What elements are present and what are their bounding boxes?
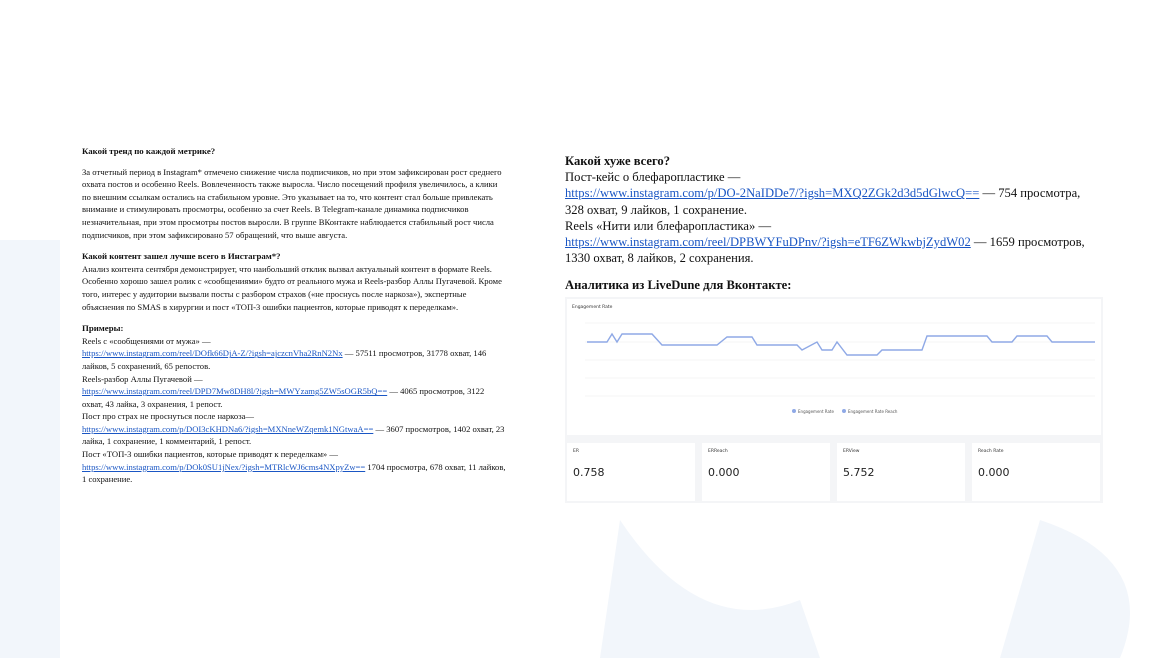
- entry-stats: 1704 просмотра, 678 охват, 11 лайков, 1 …: [82, 461, 506, 485]
- entry-stats: — 3607 просмотров, 1402 охват, 23 лайка,…: [82, 423, 505, 447]
- card-value: 0.000: [708, 466, 740, 479]
- link[interactable]: https://www.instagram.com/p/DOI3cKHDNa6/…: [82, 423, 374, 434]
- heading: Какой хуже всего?: [565, 154, 670, 168]
- heading: Примеры:: [82, 323, 124, 334]
- entry-stats: — 4065 просмотров, 3122 охват, 43 лайка,…: [82, 386, 485, 409]
- card: ERReach 0.000: [702, 443, 830, 501]
- card-value: 5.752: [843, 466, 875, 479]
- worst-list: Пост-кейс о блефаропластике — https://www…: [565, 169, 1100, 266]
- entry-title: Reels с «сообщениями от мужа» —: [82, 335, 211, 346]
- entry-title: Пост про страх не проснуться после нарко…: [82, 411, 255, 422]
- chart-title: Engagement Rate: [572, 305, 613, 310]
- analytics-screenshot: Engagement Rate Engagement Rate Engagemen…: [565, 297, 1103, 503]
- paragraph: За отчетный период в Instagram* отмечено…: [82, 166, 502, 240]
- card-value: 0.758: [573, 466, 605, 479]
- card-name: ERView: [843, 449, 860, 454]
- entry-stats: — 57511 просмотров, 31778 охват, 146 лай…: [82, 348, 487, 371]
- card: ERView 5.752: [837, 443, 965, 501]
- entry-stats: — 1659 просмотров, 1330 охват, 8 лайков,…: [565, 235, 1085, 266]
- entry-title: Пост «ТОП-3 ошибки пациентов, которые пр…: [82, 449, 338, 460]
- card-name: ER: [573, 449, 579, 454]
- link[interactable]: https://www.instagram.com/p/DO-2NaIDDe7/…: [565, 186, 980, 201]
- entry-stats: — 754 просмотра, 328 охват, 9 лайков, 1 …: [565, 186, 1081, 217]
- heading: Аналитика из LiveDune для Вконтакте:: [565, 278, 792, 293]
- legend-entry: Engagement Rate Reach: [842, 409, 897, 414]
- entry: Reels с «сообщениями от мужа» — https://w…: [82, 335, 507, 373]
- examples: Reels с «сообщениями от мужа» — https://w…: [82, 335, 507, 486]
- link[interactable]: https://www.instagram.com/p/DOk0SU1jNex/…: [82, 461, 366, 472]
- paragraph: Анализ контента сентября демонстрирует, …: [82, 263, 502, 312]
- entry: Пост про страх не проснуться после нарко…: [82, 410, 507, 448]
- right-column: Какой хуже всего? Пост-кейс о блефаропла…: [565, 153, 1100, 294]
- heading: Какой контент зашел лучше всего в Инстаг…: [82, 251, 281, 262]
- card-value: 0.000: [978, 466, 1010, 479]
- card: ER 0.758: [567, 443, 695, 501]
- legend-entry: Engagement Rate: [792, 409, 834, 414]
- chart-graphic: [585, 322, 1095, 397]
- entry: Reels-разбор Аллы Пугачевой — https://www…: [82, 373, 507, 411]
- chart-panel: Engagement Rate Engagement Rate Engagemen…: [567, 299, 1101, 435]
- entry-title: Reels-разбор Аллы Пугачевой —: [82, 373, 203, 384]
- card: Reach Rate 0.000: [972, 443, 1100, 501]
- legend: Engagement Rate Engagement Rate Reach: [792, 409, 905, 414]
- entry: Пост «ТОП-3 ошибки пациентов, которые пр…: [82, 448, 507, 486]
- card-name: ERReach: [708, 449, 728, 454]
- entry: Reels «Нити или блефаропластика» — https:…: [565, 218, 1100, 267]
- link[interactable]: https://www.instagram.com/reel/DPD7Mw8DH…: [82, 386, 388, 397]
- link[interactable]: https://www.instagram.com/reel/DPBWYFuDP…: [565, 235, 971, 250]
- entry: Пост-кейс о блефаропластике — https://www…: [565, 169, 1100, 218]
- heading: Какой тренд по каждой метрике?: [82, 146, 216, 156]
- card-name: Reach Rate: [978, 449, 1004, 454]
- entry-title: Reels «Нити или блефаропластика» —: [565, 218, 772, 233]
- left-column: Какой тренд по каждой метрике? За отчетн…: [82, 145, 507, 486]
- entry-title: Пост-кейс о блефаропластике —: [565, 170, 741, 185]
- link[interactable]: https://www.instagram.com/reel/DOfk66DjA…: [82, 348, 343, 359]
